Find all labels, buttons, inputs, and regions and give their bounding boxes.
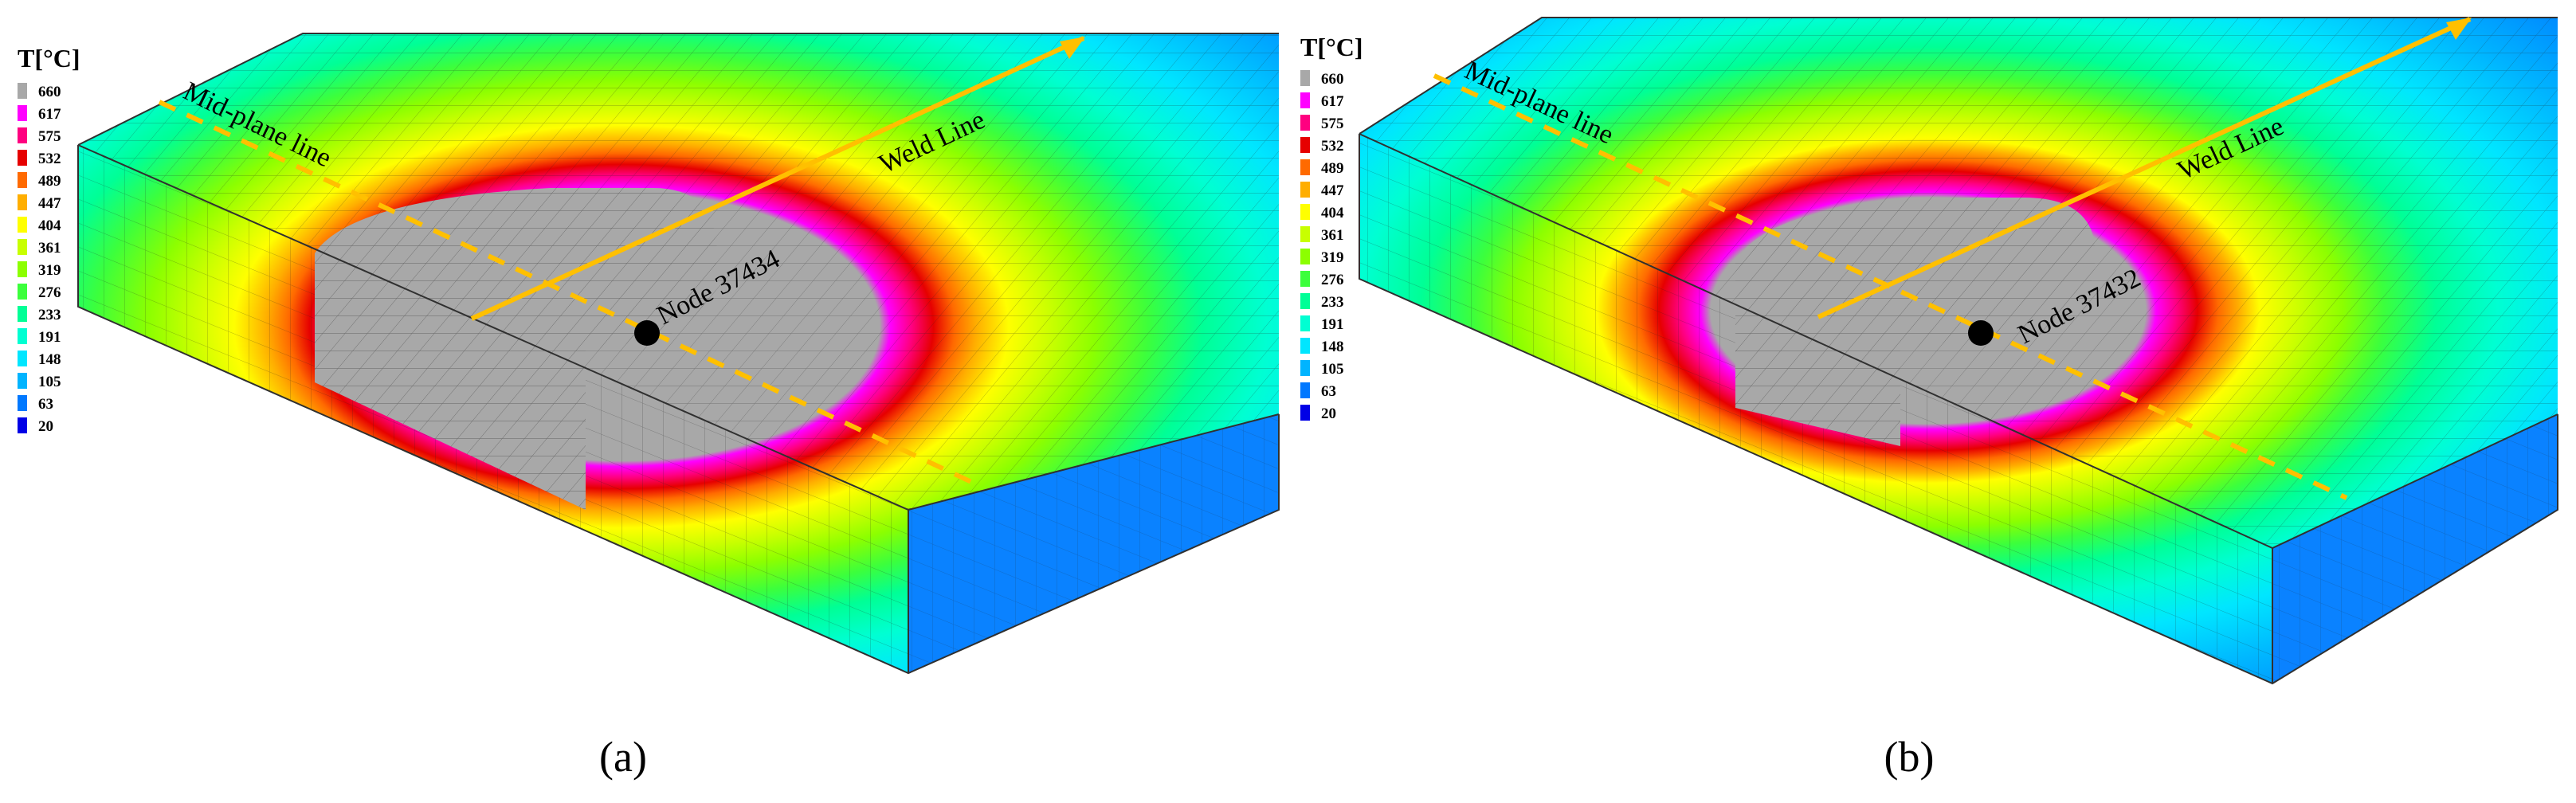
legend-value: 319 (1321, 249, 1344, 266)
legend-value: 191 (38, 329, 61, 346)
legend-value: 20 (38, 418, 53, 435)
legend-value: 361 (1321, 227, 1344, 244)
legend-swatch (18, 306, 27, 322)
legend-value: 148 (1321, 339, 1344, 355)
legend-value: 105 (38, 374, 61, 390)
legend-swatch (1300, 115, 1310, 131)
legend-value: 361 (38, 240, 61, 257)
arrow-head (2446, 18, 2472, 40)
mid-plane-line (1433, 73, 2348, 500)
legend-swatch (1300, 382, 1310, 398)
legend-swatch (18, 351, 27, 366)
legend-swatch (18, 373, 27, 389)
legend-swatch (1300, 137, 1310, 153)
legend-swatch (18, 284, 27, 300)
legend-title: T[°C] (18, 44, 80, 72)
legend-swatch (1300, 338, 1310, 354)
legend-swatch (18, 172, 27, 188)
panel-label: (a) (599, 733, 647, 781)
legend-swatch (1300, 70, 1310, 86)
legend-swatch (1300, 249, 1310, 264)
legend-swatch (18, 217, 27, 233)
legend-value: 105 (1321, 361, 1344, 378)
legend-swatch (18, 127, 27, 143)
legend-value: 191 (1321, 316, 1344, 333)
legend-swatch (1300, 204, 1310, 220)
legend-swatch (18, 150, 27, 166)
node-marker (1968, 320, 1994, 346)
legend-value: 63 (38, 396, 53, 413)
legend-value: 404 (38, 217, 61, 234)
legend-swatch (1300, 360, 1310, 376)
legend-value: 617 (38, 106, 61, 123)
legend-value: 63 (1321, 383, 1336, 400)
legend-value: 532 (1321, 138, 1344, 155)
legend-swatch (18, 83, 27, 99)
legend-swatch (1300, 271, 1310, 287)
legend-swatch (18, 328, 27, 344)
legend-swatch (1300, 159, 1310, 175)
legend-swatch (18, 261, 27, 277)
legend-value: 276 (38, 284, 61, 301)
legend-title: T[°C] (1300, 33, 1363, 61)
legend-swatch (18, 194, 27, 210)
legend-swatch (1300, 92, 1310, 108)
legend-swatch (18, 105, 27, 121)
legend-swatch (18, 417, 27, 433)
weld-line-arrow (1817, 17, 2472, 319)
legend-value: 319 (38, 262, 61, 279)
legend-value: 447 (1321, 182, 1344, 199)
legend-value: 276 (1321, 272, 1344, 288)
temperature-legend-b: T[°C] 660 617 575 532 489 447 404 361 319 276 233 1… (1300, 33, 1363, 422)
legend-value: 575 (1321, 116, 1344, 132)
arrow-head (1060, 37, 1085, 59)
legend-value: 20 (1321, 405, 1336, 422)
legend-value: 233 (1321, 294, 1344, 311)
legend-value: 489 (38, 173, 61, 190)
legend-value: 489 (1321, 160, 1344, 177)
legend-swatch (1300, 293, 1310, 309)
legend-value: 617 (1321, 93, 1344, 110)
legend-swatch (18, 395, 27, 411)
node-marker (634, 320, 660, 346)
weld-line-arrow (470, 36, 1085, 321)
legend-swatch (1300, 405, 1310, 421)
legend-value: 404 (1321, 205, 1344, 221)
legend-value: 148 (38, 351, 61, 368)
legend-swatch (1300, 226, 1310, 242)
legend-value: 233 (38, 307, 61, 323)
legend-value: 447 (38, 195, 61, 212)
legend-swatch (1300, 182, 1310, 198)
panel-label: (b) (1884, 733, 1935, 781)
legend-value: 532 (38, 151, 61, 167)
temperature-legend-a: T[°C] 660 617 575 532 489 447 404 361 319 276 233 1… (18, 44, 80, 435)
legend-value: 575 (38, 128, 61, 145)
panel-b: Mid-plane line Weld Line Node 37432 (b) (1359, 17, 2558, 781)
legend-swatch (18, 239, 27, 255)
legend-value: 660 (38, 84, 61, 100)
legend-swatch (1300, 315, 1310, 331)
panel-a: Mid-plane line Weld Line Node 37434 (a) (77, 33, 1280, 781)
legend-value: 660 (1321, 71, 1344, 88)
